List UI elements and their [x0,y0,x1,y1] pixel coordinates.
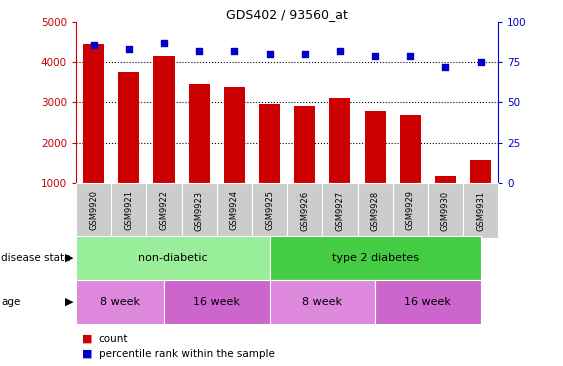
Text: GSM9930: GSM9930 [441,190,450,231]
Bar [217,183,252,238]
Text: ▶: ▶ [65,297,73,307]
Text: percentile rank within the sample: percentile rank within the sample [99,349,274,359]
Bar [287,183,322,238]
Bar [146,183,181,238]
Text: age: age [1,297,20,307]
Bar [83,44,104,183]
Bar [118,72,140,183]
Bar [400,115,421,183]
Text: disease state: disease state [1,253,70,263]
Bar [181,183,217,238]
Text: 8 week: 8 week [302,297,342,307]
Point [265,51,274,57]
Title: GDS402 / 93560_at: GDS402 / 93560_at [226,8,348,21]
Bar [463,183,498,238]
Text: GSM9929: GSM9929 [406,190,415,231]
Bar [270,236,481,280]
Text: 8 week: 8 week [100,297,140,307]
Bar [435,176,456,183]
Point [370,53,379,59]
Bar [375,280,481,324]
Text: GSM9922: GSM9922 [159,190,168,231]
Bar [329,98,350,183]
Text: GSM9925: GSM9925 [265,190,274,231]
Bar [428,183,463,238]
Bar [358,183,393,238]
Text: GSM9920: GSM9920 [89,190,98,231]
Point [124,46,133,52]
Text: non-diabetic: non-diabetic [138,253,208,263]
Bar [322,183,358,238]
Bar [252,183,287,238]
Text: ■: ■ [82,349,92,359]
Text: 16 week: 16 week [404,297,452,307]
Text: GSM9931: GSM9931 [476,190,485,231]
Text: ▶: ▶ [65,253,73,263]
Point [195,48,204,54]
Bar [393,183,428,238]
Text: ■: ■ [82,333,92,344]
Point [441,64,450,70]
Bar [365,111,386,183]
Text: GSM9924: GSM9924 [230,190,239,231]
Point [300,51,309,57]
Text: count: count [99,333,128,344]
Point [336,48,345,54]
Bar [470,160,491,183]
Bar [189,85,210,183]
Bar [76,280,164,324]
Bar [294,106,315,183]
Text: GSM9927: GSM9927 [336,190,345,231]
Bar [259,104,280,183]
Bar [76,183,111,238]
Text: type 2 diabetes: type 2 diabetes [332,253,419,263]
Bar [111,183,146,238]
Bar [224,87,245,183]
Point [476,59,485,65]
Point [230,48,239,54]
Point [406,53,415,59]
Bar [76,236,270,280]
Text: GSM9923: GSM9923 [195,190,204,231]
Text: GSM9928: GSM9928 [370,190,379,231]
Text: GSM9926: GSM9926 [300,190,309,231]
Point [159,40,168,46]
Bar [153,56,175,183]
Bar [270,280,375,324]
Point [89,42,98,48]
Bar [164,280,270,324]
Text: 16 week: 16 week [193,297,240,307]
Text: GSM9921: GSM9921 [124,190,133,231]
